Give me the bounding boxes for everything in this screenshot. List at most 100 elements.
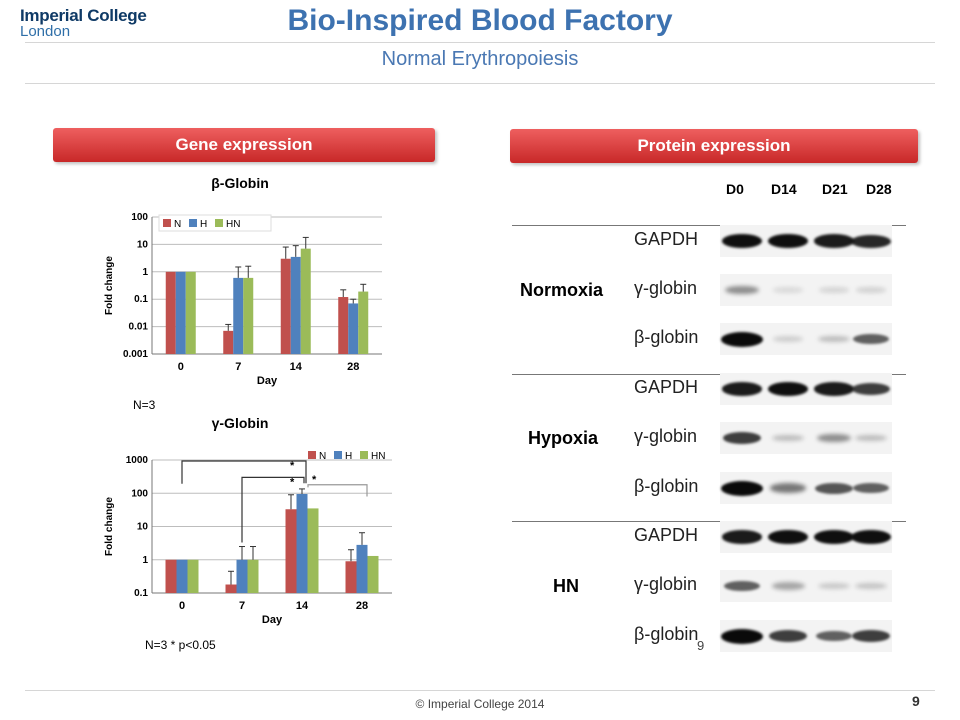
blot-band [721,331,763,347]
significance-bracket [181,460,307,484]
blot-band [851,234,891,248]
y-tick-label: 0.01 [129,322,149,333]
blot-band [813,382,855,396]
blot-strip [720,422,892,454]
blot-band [855,582,887,590]
y-tick-label: 10 [137,239,149,250]
y-tick-label: 0.1 [134,294,148,305]
legend-label: HN [371,451,385,462]
x-axis-label: Day [262,614,283,626]
protein-expression-banner: Protein expression [510,129,918,163]
bar [225,584,237,593]
logo-line1: Imperial College [20,6,147,25]
blot-band [852,333,890,345]
blot-band [818,335,850,343]
bar [338,297,349,354]
bar [165,271,176,354]
bar [290,256,301,354]
bar [358,291,369,354]
legend-swatch [334,451,342,459]
blot-band [721,382,763,396]
x-tick-label: 14 [296,600,309,612]
lane-label-d21: D21 [822,181,848,197]
blot-band [721,234,763,248]
title-divider [25,42,935,43]
blot-band [767,382,809,396]
blot-band [852,482,890,494]
blot-band [818,287,850,293]
blot-band [771,582,805,590]
blot-band [813,530,855,544]
bar [233,277,244,354]
significance-star: * [290,460,295,472]
lane-label-d0: D0 [726,181,744,197]
blot-strip [720,570,892,602]
bar [176,559,188,593]
lane-label-d14: D14 [771,181,797,197]
bar [345,561,357,593]
gene-expression-banner: Gene expression [53,128,435,162]
slide-title: Bio-Inspired Blood Factory [287,4,673,37]
blot-strip [720,521,892,553]
blot-band [767,234,809,248]
logo-line2: London [20,23,71,40]
blot-band [850,530,892,544]
bar [175,271,186,354]
blot-divider-top [512,225,906,226]
bar [280,258,291,354]
x-tick-label: 7 [235,361,241,373]
bar [296,493,308,593]
subtitle-divider [25,83,935,84]
condition-normoxia: Normoxia [520,280,604,300]
x-tick-label: 7 [239,600,245,612]
y-tick-label: 1000 [126,455,149,466]
blot-divider-mid2 [512,521,906,522]
blot-band [815,630,853,642]
protein-label: γ-globin [634,574,698,594]
bar [187,559,199,593]
blot-band [721,480,763,496]
x-tick-label: 0 [178,361,184,373]
blot-band [722,432,762,444]
bar [247,559,259,593]
x-tick-label: 28 [356,600,368,612]
blot-band [770,483,806,493]
blot-strip [720,274,892,306]
legend-swatch [215,219,223,227]
page-number: 9 [912,693,920,709]
y-tick-label: 100 [131,488,148,499]
blot-band [768,630,808,642]
gamma-globin-chart-title: γ-Globin [211,415,269,431]
protein-label: GAPDH [634,377,699,397]
x-tick-label: 14 [290,361,303,373]
bar [243,277,254,354]
protein-label: GAPDH [634,525,699,545]
condition-hn: HN [553,576,579,596]
blot-band [851,383,891,395]
legend-label: H [345,451,352,462]
blot-band [723,580,761,592]
bar [185,271,196,354]
legend-swatch [308,451,316,459]
condition-hypoxia: Hypoxia [528,428,599,448]
protein-label: GAPDH [634,229,699,249]
significance-bracket [307,484,368,497]
blot-band [772,287,804,293]
y-tick-label: 1 [142,555,148,566]
legend-label: H [200,219,207,230]
protein-label: β-globin [634,476,699,496]
blot-band [815,482,853,494]
significance-star: * [312,474,317,486]
blot-strip [720,323,892,355]
y-tick-label: 0.001 [123,349,148,360]
bar [307,508,319,593]
blot-band [818,583,850,589]
blot-band [855,287,887,293]
blot-band [813,234,855,248]
significance-star: * [290,476,295,488]
y-tick-label: 10 [137,522,149,533]
legend-label: N [319,451,326,462]
legend-label: N [174,219,181,230]
protein-label: β-globin [634,624,699,644]
